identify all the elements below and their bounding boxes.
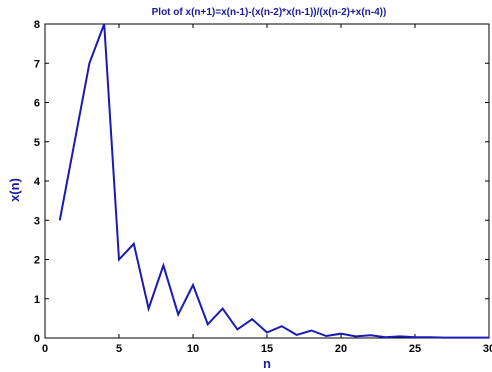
y-tick-label: 1	[34, 294, 40, 306]
x-tick-label: 10	[187, 343, 199, 355]
y-tick-label: 8	[34, 19, 40, 31]
plot-area	[44, 23, 490, 339]
y-tick-label: 5	[34, 137, 40, 149]
x-tick-label: 30	[483, 343, 492, 355]
x-tick-label: 20	[335, 343, 347, 355]
y-tick-label: 4	[34, 176, 41, 188]
x-axis-label: n	[263, 356, 271, 371]
y-tick-label: 7	[34, 58, 40, 70]
x-tick-label: 15	[261, 343, 273, 355]
series-line	[58, 23, 489, 339]
y-axis-label: x(n)	[7, 178, 22, 202]
x-tick-label: 5	[116, 343, 122, 355]
y-tick-label: 3	[34, 215, 40, 227]
x-tick-label: 25	[409, 343, 421, 355]
y-tick-label: 2	[34, 255, 40, 267]
axes-box	[44, 23, 490, 339]
x-tick-label: 0	[42, 343, 48, 355]
chart-title: Plot of x(n+1)=x(n-1)-(x(n-2)*x(n-1))/(x…	[152, 7, 387, 18]
y-tick-label: 0	[34, 333, 40, 345]
y-tick-label: 6	[34, 98, 40, 110]
series-layer	[58, 23, 489, 339]
x-axis-ticks: 0 5 10 15 20 25 30	[42, 24, 492, 355]
